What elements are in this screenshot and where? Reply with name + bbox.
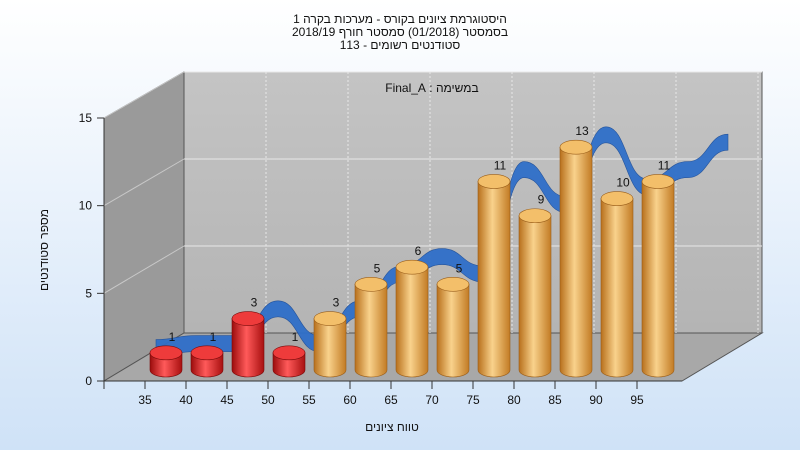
bar-value-label: 1 <box>210 330 217 344</box>
y-axis: 0 5 10 15 <box>79 111 105 388</box>
grid-line-side <box>103 245 185 294</box>
bar-body <box>477 181 511 378</box>
bar: 9 <box>518 193 552 378</box>
bar: 3 <box>231 296 265 378</box>
bar-value-label: 11 <box>494 158 507 172</box>
bar-cap <box>313 311 347 326</box>
chart-annotation: במשימה : Final_A <box>385 81 478 95</box>
bar-body <box>354 284 388 378</box>
bar-cap <box>149 345 183 361</box>
y-tick-label: 5 <box>85 286 92 300</box>
bar: 5 <box>354 261 388 378</box>
grid-line-side <box>103 158 185 207</box>
x-tick-label: 80 <box>507 393 521 407</box>
bar-body <box>231 318 265 378</box>
bar-value-label: 1 <box>292 330 299 344</box>
y-axis-label: מספר סטודנטים <box>37 209 51 291</box>
x-tick-label: 50 <box>261 393 275 407</box>
bar-cap <box>231 311 265 326</box>
bar: 6 <box>395 244 429 378</box>
x-tick-label: 95 <box>630 393 644 407</box>
bar-body <box>436 284 470 378</box>
bar-value-label: 5 <box>374 261 381 275</box>
x-axis: 35 40 45 50 55 60 65 70 75 80 85 90 95 <box>103 380 682 407</box>
bar-cap <box>518 208 552 224</box>
bar: 10 <box>600 176 634 378</box>
bar-cap <box>354 277 388 292</box>
bar: 1 <box>272 330 306 378</box>
bar-value-label: 13 <box>575 124 589 138</box>
bar-body <box>313 318 347 378</box>
back-wall <box>183 71 763 334</box>
bar-body <box>559 146 593 378</box>
bar-body <box>518 215 552 378</box>
bar-cap <box>395 259 429 275</box>
x-tick-label: 60 <box>343 393 357 407</box>
chart-title-line-2: בסמסטר (01/2018) סמסטר חורף 2018/19 <box>291 25 509 39</box>
y-tick-label: 15 <box>79 111 93 125</box>
bar-cap <box>641 174 675 189</box>
x-axis-label: טווח ציונים <box>365 420 419 434</box>
grid-line-side <box>103 71 185 119</box>
x-tick-label: 70 <box>425 393 439 407</box>
bar-body <box>641 181 675 378</box>
x-tick-label: 90 <box>589 393 603 407</box>
bar-value-label: 5 <box>456 261 463 275</box>
bar-cap <box>559 139 593 155</box>
bar: 13 <box>559 124 593 378</box>
bar-cap <box>272 345 306 361</box>
bar-body <box>600 198 634 378</box>
bar-cap <box>190 345 224 361</box>
bar-value-label: 3 <box>251 296 258 310</box>
bar-cap <box>436 277 470 292</box>
y-tick-label: 10 <box>79 199 93 213</box>
x-tick-label: 55 <box>302 393 316 407</box>
bar-body <box>395 266 429 378</box>
x-tick-label: 85 <box>548 393 562 407</box>
bar-cap <box>600 191 634 206</box>
bar: 3 <box>313 296 347 378</box>
x-tick-label: 65 <box>384 393 398 407</box>
bar: 11 <box>477 158 511 378</box>
bar: 5 <box>436 261 470 378</box>
x-tick-label: 35 <box>138 393 152 407</box>
bar: 1 <box>190 330 224 378</box>
bar: 11 <box>641 158 675 378</box>
bar-value-label: 6 <box>415 244 422 258</box>
bar-value-label: 11 <box>658 158 671 172</box>
bar-value-label: 10 <box>616 176 630 190</box>
bar-value-label: 9 <box>538 193 545 207</box>
bar-value-label: 3 <box>333 296 340 310</box>
x-tick-label: 75 <box>466 393 480 407</box>
chart-title-line-3: סטודנטים רשומים - 113 <box>339 38 461 52</box>
bar: 1 <box>149 330 183 378</box>
chart-title-line-1: היסטוגרמת ציונים בקורס - מערכות בקרה 1 <box>293 12 507 26</box>
x-tick-label: 45 <box>220 393 234 407</box>
bar-cap <box>477 174 511 189</box>
y-tick-label: 0 <box>85 374 92 388</box>
bar-value-label: 1 <box>169 330 176 344</box>
x-tick-label: 40 <box>179 393 193 407</box>
